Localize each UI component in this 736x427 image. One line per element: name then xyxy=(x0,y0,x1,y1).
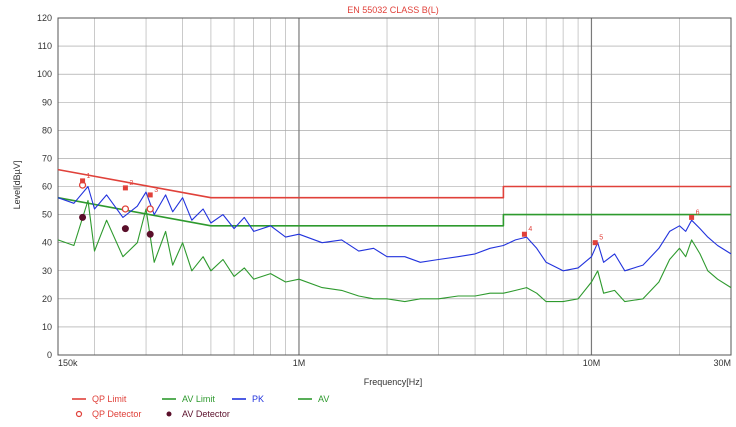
series-av xyxy=(57,199,732,303)
detector-markers xyxy=(78,181,154,238)
legend-label: AV Detector xyxy=(182,409,230,419)
x-tick-label: 10M xyxy=(583,358,601,368)
series-pk xyxy=(57,185,732,272)
peak-marker-label: 6 xyxy=(696,209,700,216)
y-tick-label: 60 xyxy=(42,182,52,192)
av-detector-point xyxy=(79,213,87,221)
y-tick-label: 110 xyxy=(38,41,52,51)
x-axis-ticks: 150k 1M 10M 30M xyxy=(58,358,731,368)
y-tick-label: 20 xyxy=(42,294,52,304)
peak-marker xyxy=(147,192,153,198)
y-tick-label: 40 xyxy=(42,238,52,248)
peak-marker xyxy=(521,231,527,237)
peak-markers: 1 2 3 4 5 6 xyxy=(80,173,700,246)
x-axis-label: Frequency[Hz] xyxy=(364,377,423,387)
legend-label: AV Limit xyxy=(182,394,215,404)
y-tick-label: 50 xyxy=(42,210,52,220)
x-tick-label: 1M xyxy=(293,358,306,368)
series-group xyxy=(57,168,732,303)
y-tick-label: 0 xyxy=(47,350,52,360)
series-qp-limit xyxy=(57,168,731,199)
y-tick-label: 80 xyxy=(42,125,52,135)
qp-detector-point xyxy=(146,205,154,213)
peak-marker-label: 2 xyxy=(129,180,133,187)
peak-marker-label: 4 xyxy=(528,226,532,233)
x-tick-label: 150k xyxy=(58,358,78,368)
chart-title: EN 55032 CLASS B(L) xyxy=(347,5,439,15)
peak-marker xyxy=(122,185,128,191)
y-axis-label: Level[dBµV] xyxy=(12,161,22,210)
av-detector-point xyxy=(121,225,129,233)
series-av-limit xyxy=(57,196,731,227)
peak-marker-label: 1 xyxy=(87,173,91,180)
legend-swatch xyxy=(166,411,172,417)
peak-marker xyxy=(592,240,598,246)
legend-label: QP Detector xyxy=(92,409,141,419)
peak-marker xyxy=(689,214,695,220)
legend-label: AV xyxy=(318,394,329,404)
y-tick-label: 100 xyxy=(37,69,52,79)
legend: QP Limit AV Limit PK AV QP Detector AV Detect… xyxy=(72,394,329,419)
legend-swatch xyxy=(75,410,83,418)
qp-detector-point xyxy=(121,205,130,213)
peak-marker xyxy=(80,178,86,184)
y-axis-ticks: 0 10 20 30 40 50 60 70 80 90 100 110 120 xyxy=(37,13,52,360)
peak-marker-label: 5 xyxy=(599,235,603,242)
legend-label: PK xyxy=(252,394,264,404)
peak-marker-label: 3 xyxy=(154,187,158,194)
y-tick-label: 70 xyxy=(42,153,52,163)
av-detector-point xyxy=(146,230,154,238)
y-tick-label: 10 xyxy=(42,322,52,332)
y-tick-label: 120 xyxy=(37,13,52,23)
x-tick-label: 30M xyxy=(713,358,731,368)
legend-label: QP Limit xyxy=(92,394,127,404)
y-tick-label: 30 xyxy=(42,266,52,276)
y-tick-label: 90 xyxy=(42,97,52,107)
